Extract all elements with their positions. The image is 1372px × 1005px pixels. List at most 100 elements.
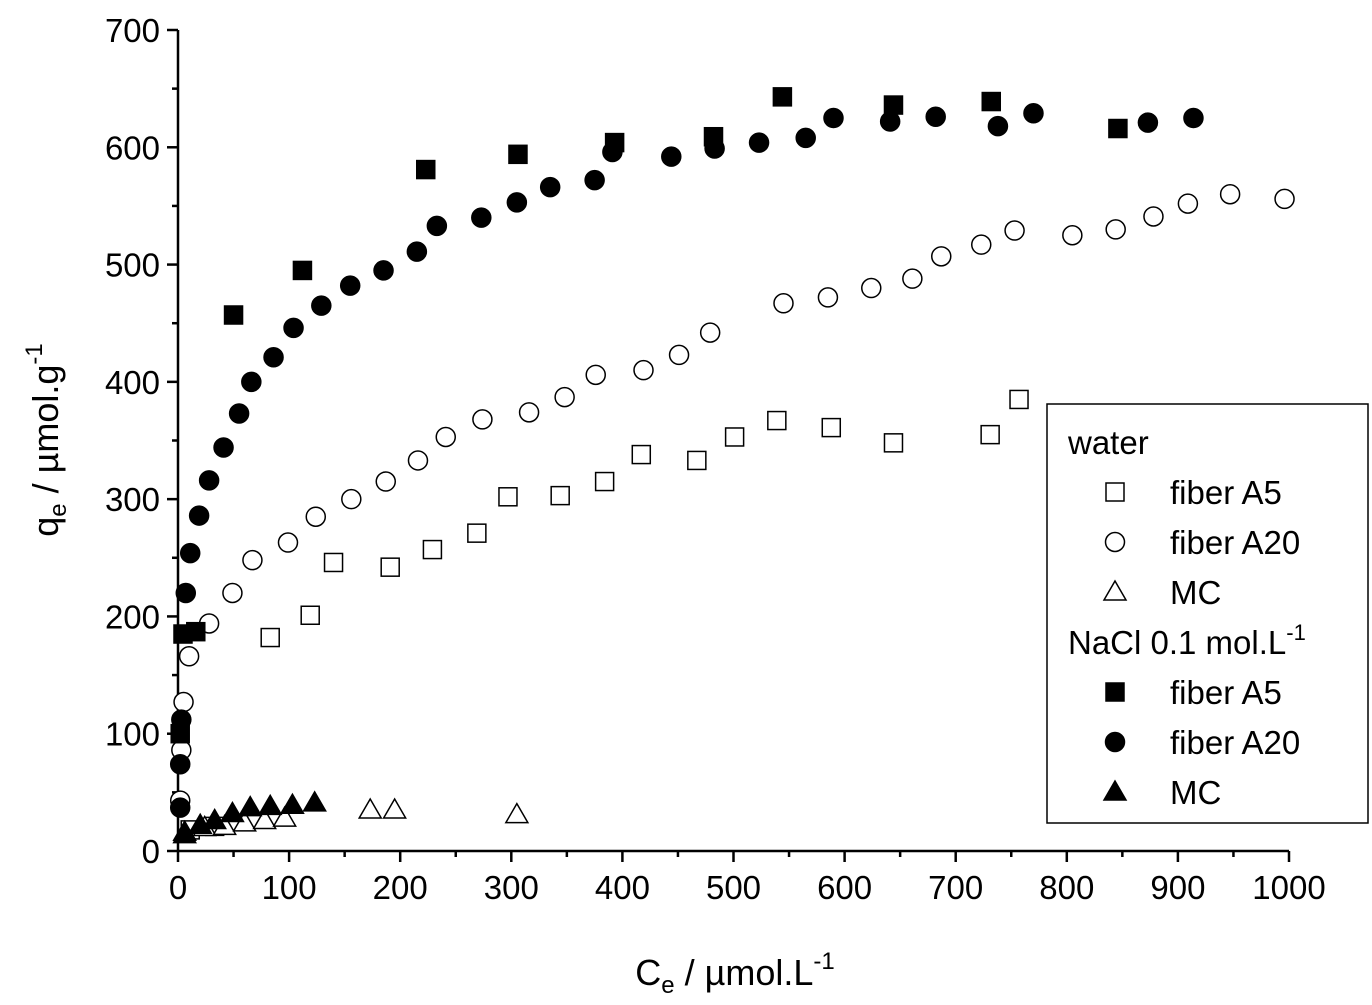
y-axis-label: qe / µmol.g-1 <box>21 343 72 537</box>
legend: water fiber A5 fiber A20 MC NaCl 0.1 mol.L-1… <box>1046 403 1369 824</box>
square-marker <box>323 552 344 573</box>
legend-item: fiber A5 <box>1105 474 1282 511</box>
square-marker <box>981 91 1002 112</box>
triangle-marker <box>252 808 277 830</box>
x-tick-label: 700 <box>928 869 983 906</box>
circle-marker <box>426 215 448 237</box>
y-label-unit: / µmol.g <box>25 365 66 504</box>
x-tick-label: 0 <box>169 869 187 906</box>
x-tick-label: 100 <box>262 869 317 906</box>
y-label-main: q <box>25 517 66 537</box>
y-label-sup: -1 <box>21 343 48 364</box>
legend-item: fiber A5 <box>1105 674 1282 711</box>
circle-marker <box>373 260 394 281</box>
circle-marker <box>539 176 561 198</box>
square-marker <box>767 410 787 431</box>
circle-marker <box>931 246 952 267</box>
triangle-marker <box>1102 779 1128 801</box>
series <box>172 790 327 844</box>
legend-group-title: NaCl 0.1 mol.L-1 <box>1068 620 1306 661</box>
circle-marker <box>861 277 882 299</box>
x-tick-label: 400 <box>595 869 650 906</box>
x-tick-label: 900 <box>1150 869 1205 906</box>
circle-marker <box>406 241 428 262</box>
circle-marker <box>283 317 304 339</box>
y-tick-label: 300 <box>105 481 160 518</box>
circle-marker <box>902 268 923 289</box>
legend-label: fiber A20 <box>1170 524 1300 561</box>
square-marker <box>186 621 206 642</box>
circle-marker <box>1062 225 1083 246</box>
circle-marker <box>305 506 327 527</box>
circle-marker <box>213 437 234 458</box>
legend-item: MC <box>1102 574 1221 611</box>
circle-marker <box>773 293 794 314</box>
circle-marker <box>263 346 284 368</box>
x-axis-label: Ce / µmol.L-1 <box>635 948 834 999</box>
circle-marker <box>169 753 191 775</box>
circle-marker <box>668 344 690 366</box>
square-marker <box>416 159 436 180</box>
y-label-sub: e <box>45 503 72 516</box>
triangle-marker <box>504 802 530 824</box>
series <box>170 87 1128 744</box>
square-marker <box>1105 482 1125 502</box>
circle-marker <box>341 488 362 510</box>
circle-marker <box>435 426 457 448</box>
triangle-marker <box>357 797 383 819</box>
circle-marker <box>169 797 191 818</box>
legend-label: fiber A5 <box>1170 674 1282 711</box>
square-marker <box>1009 389 1029 410</box>
circle-marker <box>375 471 397 492</box>
circle-marker <box>1137 112 1159 133</box>
circle-marker <box>661 146 682 167</box>
circle-marker <box>1143 206 1164 227</box>
legend-item: fiber A20 <box>1104 524 1300 561</box>
series <box>180 389 1029 840</box>
triangle-marker <box>220 800 245 823</box>
legend-label: fiber A20 <box>1170 724 1300 761</box>
y-tick-label: 100 <box>105 716 160 753</box>
square-marker <box>687 450 707 471</box>
circle-marker <box>173 691 194 713</box>
x-tick-label: 500 <box>706 869 761 906</box>
square-marker <box>631 444 652 465</box>
legend-item: fiber A20 <box>1104 724 1300 761</box>
triangle-marker <box>202 808 227 830</box>
circle-marker <box>1177 193 1199 214</box>
circle-marker <box>925 106 946 128</box>
circle-marker <box>1183 107 1204 129</box>
circle-marker <box>633 359 654 381</box>
circle-marker <box>222 582 243 604</box>
square-marker <box>380 557 400 577</box>
square-marker <box>772 87 793 107</box>
circle-marker <box>879 111 901 132</box>
legend-group-text: NaCl 0.1 mol.L <box>1068 624 1286 661</box>
circle-marker <box>585 364 606 386</box>
square-marker <box>724 427 745 447</box>
circle-marker <box>1274 188 1295 210</box>
circle-marker <box>506 192 528 213</box>
square-marker <box>223 305 244 325</box>
legend-label: MC <box>1170 774 1221 811</box>
square-marker <box>883 95 904 115</box>
x-label-sub: e <box>661 972 674 999</box>
square-marker <box>467 523 487 543</box>
circle-marker <box>748 132 770 153</box>
x-tick-label: 200 <box>373 869 428 906</box>
circle-marker <box>1023 103 1044 124</box>
x-label-sup: -1 <box>813 948 834 975</box>
circle-marker <box>554 386 575 408</box>
y-tick-label: 200 <box>105 598 160 635</box>
circle-marker <box>823 107 844 129</box>
square-marker <box>550 485 570 506</box>
circle-marker <box>241 371 262 393</box>
triangle-marker <box>272 805 297 827</box>
circle-marker <box>518 402 540 423</box>
circle-marker <box>471 207 492 228</box>
x-tick-label: 1000 <box>1252 869 1325 906</box>
y-tick-label: 400 <box>105 364 160 401</box>
triangle-marker <box>302 790 327 812</box>
circle-marker <box>1105 219 1126 240</box>
